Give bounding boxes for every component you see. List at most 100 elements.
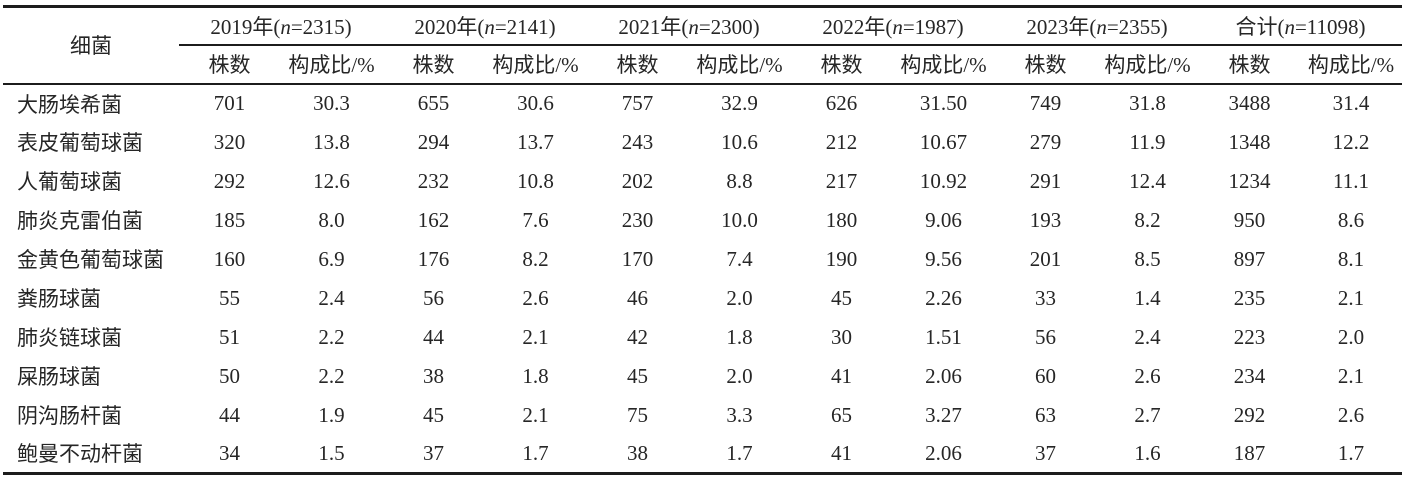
bacteria-name-cell: 肺炎克雷伯菌 — [17, 209, 143, 233]
strain-count-cell: 234 — [1233, 363, 1266, 388]
percent-cell: 2.0 — [726, 285, 753, 310]
strain-count-cell: 230 — [621, 207, 654, 232]
table-row: 粪肠球菌 55 2.4 56 2.6 46 2.0 45 2.26 33 1.4 235 2.1 — [3, 279, 1402, 318]
percent-cell: 6.9 — [318, 246, 345, 271]
strain-count-cell: 41 — [831, 440, 852, 465]
percent-cell: 1.8 — [726, 324, 753, 349]
bacteria-name-cell: 粪肠球菌 — [17, 287, 101, 311]
strain-count-cell: 202 — [621, 168, 654, 193]
strain-count-cell: 37 — [423, 440, 444, 465]
strain-count-cell: 45 — [831, 285, 852, 310]
n-count: =1987) — [902, 14, 964, 39]
n-count: =2141) — [494, 14, 556, 39]
percent-cell: 2.7 — [1134, 402, 1161, 427]
subheader-strains: 株数 — [791, 44, 892, 85]
year-group-header-2023: 2023年(n=2355) — [995, 6, 1199, 46]
table-row: 肺炎链球菌 51 2.2 44 2.1 42 1.8 30 1.51 56 2.4 223 2.0 — [3, 318, 1402, 357]
strain-count-cell: 950 — [1233, 207, 1266, 232]
strain-count-cell: 749 — [1029, 91, 1062, 115]
percent-cell: 2.1 — [522, 402, 549, 427]
total-label: 合计( — [1235, 14, 1285, 39]
percent-cell: 13.8 — [313, 129, 350, 154]
table-row: 人葡萄球菌 292 12.6 232 10.8 202 8.8 217 10.92 291 12.4… — [3, 162, 1402, 201]
percent-cell: 2.4 — [318, 285, 345, 310]
strain-count-cell: 65 — [831, 402, 852, 427]
percent-cell: 2.6 — [1337, 402, 1365, 427]
n-variable: n — [280, 14, 291, 39]
percent-cell: 11.1 — [1333, 168, 1369, 193]
strain-count-cell: 292 — [1233, 402, 1266, 427]
percent-cell: 2.06 — [925, 363, 962, 388]
strain-count-cell: 56 — [1035, 324, 1056, 349]
percent-cell: 1.7 — [1337, 440, 1365, 465]
strain-count-cell: 1348 — [1228, 129, 1271, 154]
strain-count-cell: 45 — [627, 363, 648, 388]
percent-cell: 30.3 — [313, 91, 350, 115]
percent-cell: 12.4 — [1129, 168, 1166, 193]
percent-cell: 2.06 — [925, 440, 962, 465]
table-row: 鲍曼不动杆菌 34 1.5 37 1.7 38 1.7 41 2.06 37 1.6 187 1.7 — [3, 435, 1402, 474]
year-group-header-2022: 2022年(n=1987) — [791, 6, 995, 46]
strain-count-cell: 33 — [1035, 285, 1056, 310]
n-count: =2300) — [698, 14, 760, 39]
strain-count-cell: 63 — [1035, 402, 1056, 427]
bacteria-name-cell: 金黄色葡萄球菌 — [17, 248, 164, 272]
percent-cell: 10.0 — [721, 207, 758, 232]
strain-count-cell: 294 — [417, 129, 450, 154]
strain-count-cell: 38 — [627, 440, 648, 465]
strain-count-cell: 279 — [1029, 129, 1062, 154]
percent-cell: 32.9 — [721, 91, 758, 115]
percent-cell: 2.2 — [318, 363, 345, 388]
bacteria-name-cell: 肺炎链球菌 — [17, 326, 122, 350]
strain-count-cell: 170 — [621, 246, 654, 271]
strain-count-cell: 320 — [213, 129, 246, 154]
strain-count-cell: 50 — [219, 363, 240, 388]
strain-count-cell: 160 — [213, 246, 246, 271]
strain-count-cell: 46 — [627, 285, 648, 310]
percent-cell: 30.6 — [517, 91, 554, 115]
strain-count-cell: 185 — [213, 207, 246, 232]
percent-cell: 13.7 — [517, 129, 554, 154]
strain-count-cell: 56 — [423, 285, 444, 310]
subheader-row: 株数 构成比/% 株数 构成比/% 株数 构成比/% 株数 构成比/% 株数 构… — [3, 44, 1402, 85]
percent-cell: 1.5 — [318, 440, 345, 465]
strain-count-cell: 34 — [219, 440, 240, 465]
year-label: 2023年( — [1026, 14, 1097, 39]
strain-count-cell: 292 — [213, 168, 246, 193]
strain-count-cell: 217 — [825, 168, 858, 193]
n-count: =2315) — [290, 14, 352, 39]
strain-count-cell: 44 — [219, 402, 240, 427]
strain-count-cell: 757 — [621, 91, 654, 115]
strain-count-cell: 42 — [627, 324, 648, 349]
percent-cell: 8.2 — [522, 246, 549, 271]
percent-cell: 3.3 — [726, 402, 753, 427]
bacteria-name-cell: 表皮葡萄球菌 — [17, 131, 143, 155]
year-label: 2021年( — [618, 14, 689, 39]
percent-cell: 10.8 — [517, 168, 554, 193]
percent-cell: 8.2 — [1134, 207, 1161, 232]
table-row: 阴沟肠杆菌 44 1.9 45 2.1 75 3.3 65 3.27 63 2.7 292 2.6 — [3, 396, 1402, 435]
strain-count-cell: 1234 — [1228, 168, 1271, 193]
strain-count-cell: 55 — [219, 285, 240, 310]
percent-cell: 8.5 — [1134, 246, 1161, 271]
year-group-header-2020: 2020年(n=2141) — [383, 6, 587, 46]
percent-cell: 9.56 — [925, 246, 962, 271]
strain-count-cell: 176 — [417, 246, 450, 271]
n-variable: n — [892, 14, 903, 39]
strain-count-cell: 45 — [423, 402, 444, 427]
strain-count-cell: 3488 — [1228, 91, 1271, 115]
percent-cell: 2.4 — [1134, 324, 1161, 349]
strain-count-cell: 180 — [825, 207, 858, 232]
bacteria-name-cell: 人葡萄球菌 — [17, 170, 122, 194]
percent-cell: 7.6 — [522, 207, 549, 232]
percent-cell: 1.9 — [318, 402, 345, 427]
percent-cell: 2.2 — [318, 324, 345, 349]
strain-count-cell: 201 — [1029, 246, 1062, 271]
percent-cell: 2.6 — [522, 285, 549, 310]
strain-count-cell: 190 — [825, 246, 858, 271]
percent-cell: 1.7 — [522, 440, 549, 465]
strain-count-cell: 235 — [1233, 285, 1266, 310]
table-row: 金黄色葡萄球菌 160 6.9 176 8.2 170 7.4 190 9.56 201 8.5 89… — [3, 240, 1402, 279]
table-row: 表皮葡萄球菌 320 13.8 294 13.7 243 10.6 212 10.67 279 11… — [3, 123, 1402, 162]
bacteria-name-cell: 阴沟肠杆菌 — [17, 404, 122, 428]
